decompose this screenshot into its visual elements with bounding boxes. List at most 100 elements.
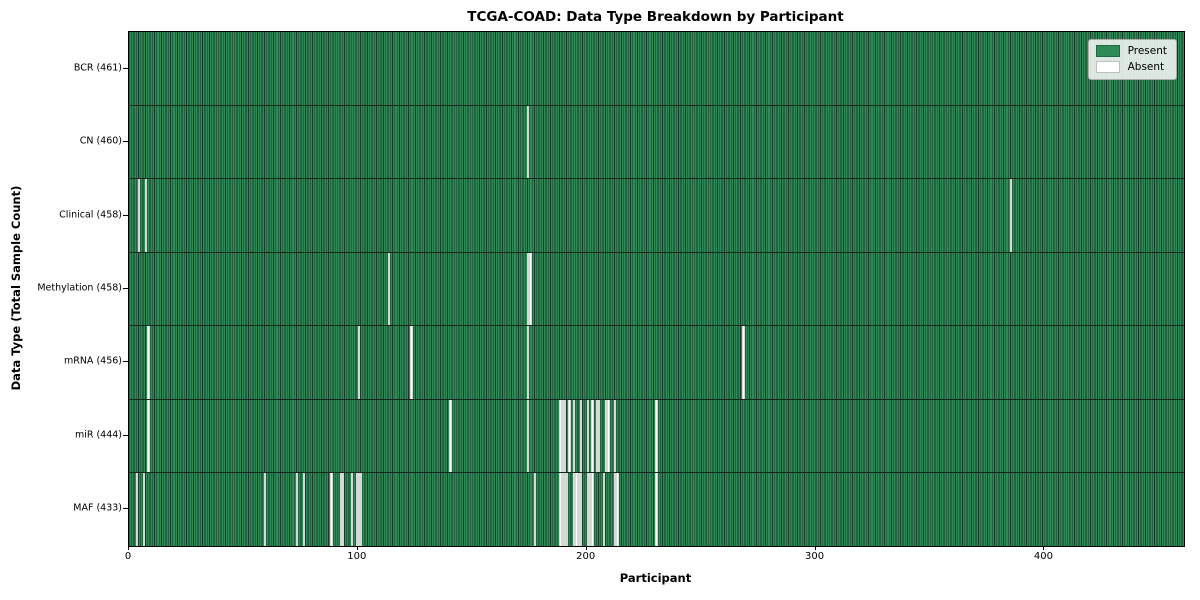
- absent-cell: [357, 326, 361, 399]
- absent-cell: [561, 399, 564, 473]
- absent-cell: [598, 399, 601, 473]
- absent-cell: [605, 399, 608, 473]
- absent-cell: [579, 473, 583, 547]
- absent-cell: [563, 473, 567, 547]
- y-tick-mark: [123, 434, 128, 436]
- absent-cell: [655, 473, 658, 547]
- y-tick-label-miR: miR (444): [74, 429, 122, 441]
- absent-cell: [138, 179, 141, 252]
- absent-cell: [527, 399, 530, 473]
- absent-cell: [616, 473, 619, 547]
- y-tick-mark: [123, 141, 128, 143]
- absent-cell: [357, 473, 361, 547]
- y-tick-label-BCR: BCR (461): [73, 62, 122, 74]
- y-tick-mark: [123, 508, 128, 510]
- absent-cell: [595, 399, 599, 473]
- absent-cell: [563, 399, 567, 473]
- absent-cell: [534, 473, 537, 547]
- y-tick-label-CN: CN (460): [79, 135, 122, 147]
- legend: Present Absent: [1087, 39, 1177, 80]
- x-tick-mark: [585, 546, 587, 550]
- absent-cell: [350, 473, 354, 547]
- absent-swatch-icon: [1095, 61, 1120, 73]
- x-tick-label-0: 0: [124, 551, 132, 562]
- heatmap-row-miR: [129, 399, 1184, 474]
- absent-cell: [527, 326, 530, 399]
- chart-title: TCGA-COAD: Data Type Breakdown by Partic…: [467, 9, 844, 25]
- absent-cell: [387, 252, 390, 326]
- y-tick-mark: [123, 361, 128, 363]
- y-tick-mark: [123, 67, 128, 69]
- absent-cell: [586, 399, 589, 473]
- absent-cell: [1010, 179, 1013, 252]
- absent-cell: [591, 399, 594, 473]
- absent-cell: [296, 473, 299, 547]
- absent-cell: [147, 399, 150, 473]
- x-tick-label-100: 100: [347, 551, 367, 562]
- x-tick-mark: [356, 546, 358, 550]
- absent-cell: [341, 473, 345, 547]
- absent-cell: [602, 473, 605, 547]
- absent-cell: [360, 473, 363, 547]
- legend-item-present: Present: [1095, 45, 1167, 57]
- plot-area: [128, 31, 1185, 547]
- x-axis-title: Participant: [619, 571, 692, 585]
- absent-cell: [607, 399, 610, 473]
- absent-cell: [142, 473, 145, 547]
- x-tick-label-200: 200: [576, 551, 596, 562]
- absent-cell: [339, 473, 342, 547]
- absent-cell: [742, 326, 745, 399]
- absent-cell: [588, 473, 592, 547]
- absent-cell: [572, 399, 576, 473]
- absent-cell: [614, 399, 617, 473]
- absent-cell: [614, 473, 617, 547]
- absent-cell: [579, 399, 583, 473]
- absent-cell: [135, 473, 139, 547]
- absent-cell: [559, 399, 562, 473]
- y-tick-label-mRNA: mRNA (456): [63, 355, 122, 367]
- heatmap-row-CN: [129, 105, 1184, 180]
- absent-cell: [527, 252, 530, 326]
- absent-cell: [655, 399, 658, 473]
- absent-cell: [264, 473, 267, 547]
- y-tick-label-MAF: MAF (433): [73, 502, 122, 514]
- absent-cell: [586, 473, 589, 547]
- absent-cell: [330, 473, 333, 547]
- heatmap-row-MAF: [129, 473, 1184, 547]
- absent-cell: [302, 473, 306, 547]
- absent-cell: [147, 326, 150, 399]
- absent-cell: [575, 473, 578, 547]
- y-tick-label-Clinical: Clinical (458): [59, 209, 122, 221]
- y-tick-mark: [123, 288, 128, 289]
- x-tick-mark: [814, 546, 816, 550]
- x-tick-mark: [1043, 546, 1045, 550]
- x-tick-label-400: 400: [1033, 551, 1053, 562]
- absent-cell: [591, 473, 594, 547]
- heatmap-row-Methylation: [129, 252, 1184, 327]
- y-axis-title: Data Type (Total Sample Count): [9, 185, 23, 391]
- y-tick-mark: [123, 214, 128, 216]
- absent-cell: [449, 399, 452, 473]
- x-tick-label-300: 300: [805, 551, 825, 562]
- x-tick-mark: [128, 546, 129, 550]
- absent-cell: [561, 473, 564, 547]
- heatmap-row-BCR: [129, 32, 1184, 106]
- heatmap-row-mRNA: [129, 326, 1184, 400]
- absent-cell: [577, 473, 580, 547]
- legend-label-present: Present: [1127, 45, 1167, 57]
- absent-cell: [410, 326, 413, 399]
- absent-cell: [527, 105, 530, 179]
- absent-cell: [566, 473, 569, 547]
- heatmap-row-Clinical: [129, 179, 1184, 253]
- absent-cell: [559, 473, 562, 547]
- absent-cell: [568, 399, 571, 473]
- y-tick-label-Methylation: Methylation (458): [37, 282, 122, 294]
- legend-label-absent: Absent: [1127, 61, 1165, 73]
- absent-cell: [572, 473, 576, 547]
- absent-cell: [529, 252, 532, 326]
- present-swatch-icon: [1095, 45, 1120, 57]
- legend-item-absent: Absent: [1095, 61, 1167, 73]
- absent-cell: [145, 179, 148, 252]
- absent-cell: [355, 473, 358, 547]
